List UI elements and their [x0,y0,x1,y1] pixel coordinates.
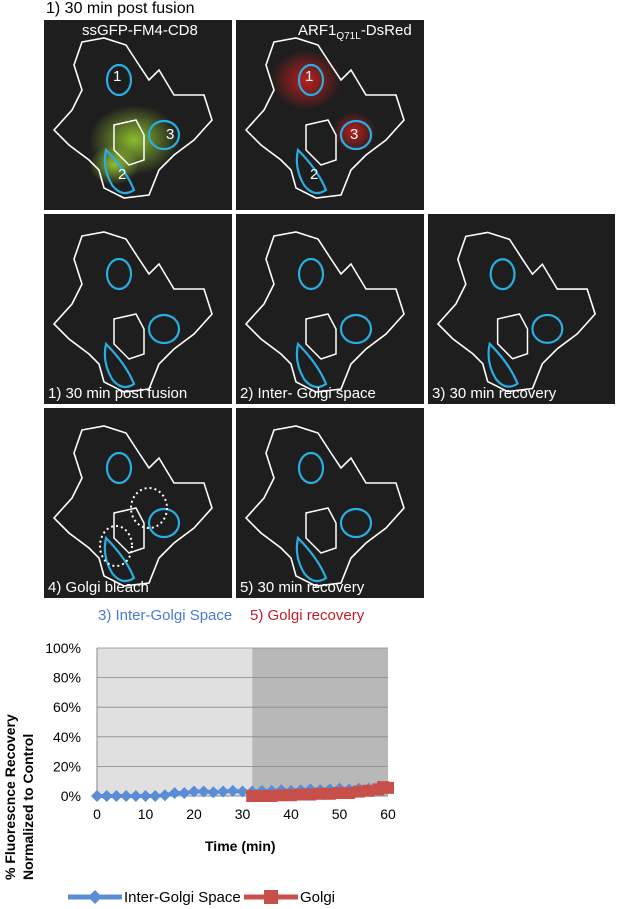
data-point-inter-golgi [168,787,181,800]
panel-3-caption: 3) 30 min recovery [432,385,557,402]
legend-marker-inter-golgi [68,890,122,904]
figure-title: 1) 30 min post fusion [46,0,195,17]
data-point-golgi [294,788,307,801]
x-tick-label: 30 [235,806,251,822]
gfp-panel: ssGFP-FM4-CD8 1 3 2 [44,20,232,210]
panel-3: 3) 30 min recovery [428,214,615,404]
data-point-inter-golgi [91,790,103,802]
data-point-golgi [304,788,317,801]
data-point-golgi [362,784,375,797]
data-point-golgi [314,787,327,800]
y-tick-label: 80% [53,670,81,686]
shaded-region-1 [252,648,388,796]
data-point-golgi [382,781,394,794]
dsred-region-1: 1 [305,68,314,85]
gfp-region-1: 1 [113,68,122,85]
data-point-inter-golgi [236,785,249,798]
y-axis-title-line1: % Fluorescnce Recovery [2,714,18,880]
data-point-inter-golgi [149,790,162,802]
legend-marker-golgi [244,890,298,904]
recovery-chart: 0% 20% 40% 60% 80% 100% 0 10 20 30 40 50 60 [45,640,396,822]
data-point-inter-golgi [129,790,142,802]
panel-5: 5) 30 min recovery [236,408,424,598]
dsred-panel: ARF1Q71L-DsRed 1 3 2 [236,20,424,210]
data-point-golgi [246,790,259,802]
panel-5-caption: 5) 30 min recovery [240,579,365,596]
data-point-inter-golgi [139,790,152,802]
data-point-golgi [343,787,356,800]
chart-top-label-right: 5) Golgi recovery [250,607,365,624]
panel-2-caption: 2) Inter- Golgi space [240,385,376,402]
y-tick-label: 100% [45,640,81,656]
x-tick-label: 60 [380,806,396,822]
data-point-inter-golgi [197,785,210,798]
y-tick-label: 20% [53,758,81,774]
panel-2-cell-image [244,231,405,393]
x-axis-title: Time (min) [205,838,276,854]
data-point-inter-golgi [207,786,220,799]
data-point-golgi [265,790,278,802]
x-tick-label: 20 [186,806,202,822]
data-point-inter-golgi [217,785,230,798]
panel-5-cell-image [244,425,405,587]
shaded-region-0 [97,648,253,796]
gfp-cell-image [52,37,213,199]
panel-4: 4) Golgi bleach [44,408,232,598]
data-point-golgi [255,790,268,802]
y-tick-label: 60% [53,699,81,715]
legend-label-golgi: Golgi [300,889,336,906]
gfp-region-2: 2 [118,166,127,183]
panel-4-cell-image [52,425,213,587]
data-point-inter-golgi [226,784,239,797]
data-point-golgi [275,789,288,802]
panel-1-caption: 1) 30 min post fusion [48,385,188,402]
panel-2: 2) Inter- Golgi space [236,214,424,404]
panel-3-cell-image [436,231,597,393]
data-point-golgi [285,789,297,802]
dsred-region-3: 3 [350,126,359,143]
data-point-inter-golgi [158,789,171,802]
data-point-inter-golgi [110,790,123,802]
data-point-golgi [352,785,365,798]
panel-1-cell-image [52,231,213,393]
data-point-inter-golgi [100,790,113,802]
data-point-golgi [333,787,346,800]
dsred-label-main: ARF1 [298,22,337,39]
data-point-inter-golgi [188,785,200,798]
dsred-label-suffix: -DsRed [360,22,412,39]
dsred-region-2: 2 [310,166,319,183]
chart-top-label-left: 3) Inter-Golgi Space [98,607,233,624]
x-tick-label: 50 [332,806,348,822]
x-tick-label: 0 [93,806,101,822]
legend-label-inter-golgi: Inter-Golgi Space [124,889,241,906]
gfp-panel-label: ssGFP-FM4-CD8 [82,22,198,39]
x-tick-label: 10 [138,806,154,822]
panel-4-caption: 4) Golgi bleach [48,579,149,596]
panel-1: 1) 30 min post fusion [44,214,232,404]
data-point-golgi [323,787,336,800]
y-axis-title-line2: Normalized to Control [20,733,36,880]
dsred-cell-image [244,37,405,199]
dsred-panel-label: ARF1Q71L-DsRed [298,22,412,42]
data-point-inter-golgi [120,790,133,802]
dsred-label-sub: Q71L [336,31,361,42]
gfp-region-3: 3 [166,126,175,143]
y-tick-label: 40% [53,729,81,745]
data-point-inter-golgi [178,787,191,800]
x-tick-label: 40 [283,806,299,822]
y-tick-label: 0% [61,788,81,804]
